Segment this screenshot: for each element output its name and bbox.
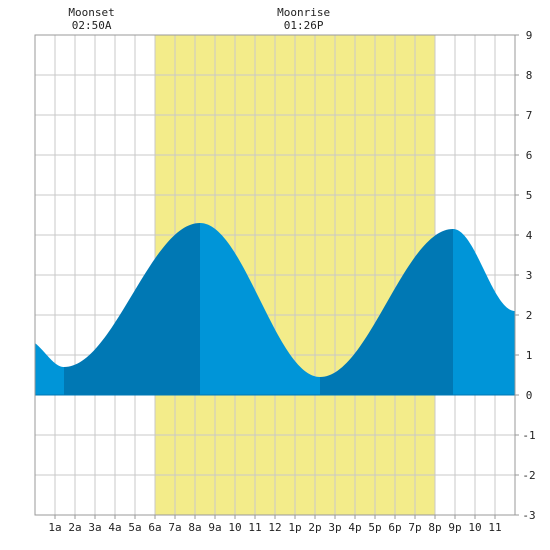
moon-event-time: 01:26P — [284, 19, 324, 32]
x-tick-label: 2p — [308, 521, 321, 534]
tide-area — [35, 223, 515, 395]
x-tick-label: 6a — [148, 521, 161, 534]
y-tick-label: -3 — [522, 509, 535, 522]
x-tick-label: 3a — [88, 521, 101, 534]
moon-event-name: Moonrise — [277, 6, 330, 19]
tide-segment-falling — [453, 229, 515, 395]
x-tick-label: 6p — [388, 521, 401, 534]
y-tick-label: -1 — [522, 429, 535, 442]
y-tick-label: 8 — [526, 69, 533, 82]
x-axis-ticks: 1a 2a 3a 4a 5a 6a 7a 8a 9a 10 11 12 1p 2p 3p 4p 5p 6p 7p 8p… — [48, 515, 502, 534]
y-tick-label: 5 — [526, 189, 533, 202]
x-tick-label: 4a — [108, 521, 121, 534]
x-tick-label: 9a — [208, 521, 221, 534]
x-tick-label: 10 — [228, 521, 241, 534]
tide-segment-rising — [64, 223, 200, 395]
moon-event-name: Moonset — [68, 6, 114, 19]
x-tick-label: 11 — [488, 521, 501, 534]
tide-segment-falling — [200, 223, 320, 395]
x-tick-label: 9p — [448, 521, 461, 534]
x-tick-label: 2a — [68, 521, 81, 534]
x-tick-label: 7p — [408, 521, 421, 534]
x-tick-label: 7a — [168, 521, 181, 534]
tide-segment-falling — [35, 343, 64, 395]
x-tick-label: 3p — [328, 521, 341, 534]
x-tick-label: 4p — [348, 521, 361, 534]
x-tick-label: 8p — [428, 521, 441, 534]
y-tick-label: 6 — [526, 149, 533, 162]
x-tick-label: 1p — [288, 521, 301, 534]
x-tick-label: 5p — [368, 521, 381, 534]
x-tick-label: 12 — [268, 521, 281, 534]
y-tick-label: 2 — [526, 309, 533, 322]
y-tick-label: 0 — [526, 389, 533, 402]
moon-event-time: 02:50A — [72, 19, 112, 32]
y-tick-label: 1 — [526, 349, 533, 362]
x-tick-label: 8a — [188, 521, 201, 534]
y-tick-label: -2 — [522, 469, 535, 482]
y-tick-label: 9 — [526, 29, 533, 42]
x-tick-label: 1a — [48, 521, 61, 534]
y-axis-ticks: -3 -2 -1 0 1 2 3 4 5 6 7 8 9 — [515, 29, 536, 522]
x-tick-label: 10 — [468, 521, 481, 534]
y-tick-label: 4 — [526, 229, 533, 242]
y-tick-label: 3 — [526, 269, 533, 282]
y-tick-label: 7 — [526, 109, 533, 122]
x-tick-label: 11 — [248, 521, 261, 534]
x-tick-label: 5a — [128, 521, 141, 534]
tide-segment-rising — [320, 229, 453, 395]
